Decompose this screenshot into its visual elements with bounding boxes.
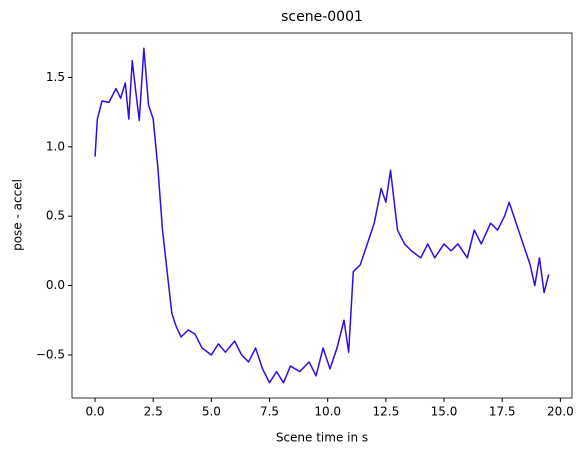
x-tick-label: 15.0: [431, 405, 458, 419]
x-tick-label: 2.5: [144, 405, 163, 419]
x-tick-label: 0.0: [85, 405, 104, 419]
data-line: [94, 47, 550, 384]
x-tick-label: 7.5: [260, 405, 279, 419]
x-tick-label: 20.0: [547, 405, 574, 419]
axes-frame: [71, 32, 573, 399]
y-axis-label: pose - accel: [11, 179, 25, 251]
x-tick-label: 10.0: [314, 405, 341, 419]
x-tick-label: 5.0: [202, 405, 221, 419]
y-tick-label: 1.5: [46, 70, 65, 84]
y-tick-label: 1.0: [46, 139, 65, 153]
y-tick-label: 0.0: [46, 278, 65, 292]
y-tick-label: −0.5: [36, 347, 65, 361]
x-tick-label: 17.5: [489, 405, 516, 419]
x-axis-label: Scene time in s: [276, 431, 368, 445]
chart-title: scene-0001: [281, 9, 363, 25]
y-tick-label: 0.5: [46, 209, 65, 223]
x-tick-label: 12.5: [373, 405, 400, 419]
